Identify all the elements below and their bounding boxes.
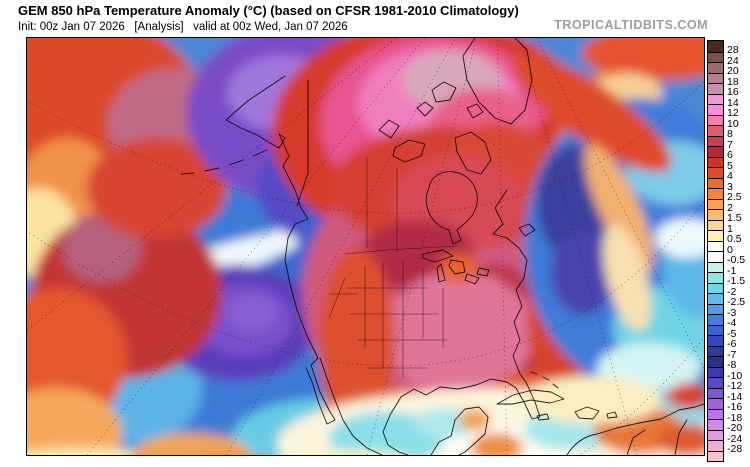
colorbar-tick-label: -24 — [727, 432, 743, 445]
colorbar-tick-label: -2 — [727, 285, 737, 298]
colorbar-tick-label: 4 — [727, 170, 733, 182]
colorbar-tick-label: 24 — [727, 54, 739, 67]
colorbar-tick-label: 12 — [727, 107, 739, 119]
colorbar-tick-label: 7 — [727, 138, 733, 151]
colorbar-segment — [708, 272, 723, 283]
colorbar-tick-label: -10 — [727, 369, 743, 382]
colorbar-segment — [708, 450, 723, 461]
colorbar-segment — [708, 93, 723, 104]
colorbar-tick-label: 2.5 — [727, 191, 742, 203]
colorbar-segment — [708, 177, 723, 188]
colorbar-segment — [708, 240, 723, 251]
colorbar-tick-label: 3 — [727, 180, 733, 193]
colorbar-segment — [708, 440, 723, 451]
colorbar-segment — [708, 114, 723, 125]
colorbar-segment — [708, 356, 723, 367]
colorbar-segment — [708, 83, 723, 94]
colorbar-tick-label: 6 — [727, 149, 733, 161]
site-watermark: TROPICALTIDBITS.COM — [554, 18, 708, 32]
colorbar-tick-label: -20 — [727, 422, 743, 434]
colorbar-segment — [708, 293, 723, 304]
colorbar-tick-label: 0 — [727, 243, 733, 256]
colorbar-tick-label: -4 — [727, 317, 737, 329]
colorbar-tick-label: 1.5 — [727, 212, 742, 224]
colorbar-segment — [708, 167, 723, 178]
colorbar-segment — [708, 366, 723, 377]
colorbar-segment — [708, 282, 723, 293]
colorbar-tick-label: 16 — [727, 86, 739, 98]
colorbar-tick-label: -28 — [727, 443, 743, 455]
colorbar-tick-label: 0.5 — [727, 233, 742, 245]
coastlines — [180, 38, 704, 455]
colorbar-tick-label: -0.5 — [727, 254, 746, 266]
colorbar-tick-label: 8 — [727, 128, 733, 140]
colorbar-tick-label: -5 — [727, 327, 737, 340]
colorbar-segment — [708, 156, 723, 167]
colorbar-segment — [708, 41, 723, 52]
colorbar-tick-label: -6 — [727, 338, 737, 350]
colorbar-segment — [708, 387, 723, 398]
colorbar-segment — [708, 398, 723, 409]
colorbar-segment — [708, 251, 723, 262]
colorbar-segment — [708, 335, 723, 346]
colorbar-tick-label: -2.5 — [727, 296, 746, 308]
colorbar-tick-label: -3 — [727, 306, 737, 319]
anomaly-blobs — [27, 38, 704, 455]
colorbar-tick-label: -14 — [727, 390, 743, 403]
colorbar-tick-label: 5 — [727, 159, 733, 172]
colorbar-tick-label: 20 — [727, 65, 739, 77]
colorbar-segment — [708, 135, 723, 146]
colorbar-tick-label: -18 — [727, 411, 743, 424]
colorbar-tick-label: -1.5 — [727, 275, 746, 287]
colorbar-segment — [708, 345, 723, 356]
colorbar-tick-label: 10 — [727, 117, 739, 130]
colorbar-tick-label: -7 — [727, 348, 737, 361]
colorbar-segment — [708, 324, 723, 335]
colorbar-tick-label: 14 — [727, 96, 739, 109]
colorbar-tick-label: 18 — [727, 75, 739, 88]
colorbar-segment — [708, 72, 723, 83]
init-valid-line: Init: 00z Jan 07 2026 [Analysis] valid a… — [18, 21, 348, 33]
colorbar-tick-label: -12 — [727, 380, 743, 392]
colorbar-segment — [708, 146, 723, 157]
map-frame — [26, 37, 705, 456]
colorbar-tick-label: 28 — [727, 44, 739, 56]
colorbar-segment — [708, 230, 723, 241]
anomaly-map — [27, 38, 704, 455]
colorbar-segment — [708, 209, 723, 220]
colorbar-segment — [708, 104, 723, 115]
colorbar-segment — [708, 51, 723, 62]
colorbar-segment — [708, 314, 723, 325]
colorbar-segment — [708, 219, 723, 230]
graticule — [27, 38, 704, 455]
colorbar-segment — [708, 188, 723, 199]
colorbar-segment — [708, 62, 723, 73]
colorbar-tick-label: -1 — [727, 264, 737, 277]
colorbar-tick-label: -16 — [727, 401, 743, 413]
colorbar-segment — [708, 408, 723, 419]
colorbar-segment — [708, 261, 723, 272]
colorbar-segment — [708, 429, 723, 440]
colorbar-segment — [708, 377, 723, 388]
colorbar-segment — [708, 198, 723, 209]
colorbar-tick-label: 1 — [727, 222, 733, 235]
colorbar-tick-label: 2 — [727, 201, 733, 214]
colorbar-segment — [708, 125, 723, 136]
colorbar-segment — [708, 419, 723, 430]
chart-title: GEM 850 hPa Temperature Anomaly (°C) (ba… — [18, 3, 519, 18]
colorbar-segment — [708, 303, 723, 314]
state-borders — [328, 158, 458, 378]
colorbar-tick-label: -8 — [727, 359, 737, 371]
colorbar — [707, 40, 724, 462]
